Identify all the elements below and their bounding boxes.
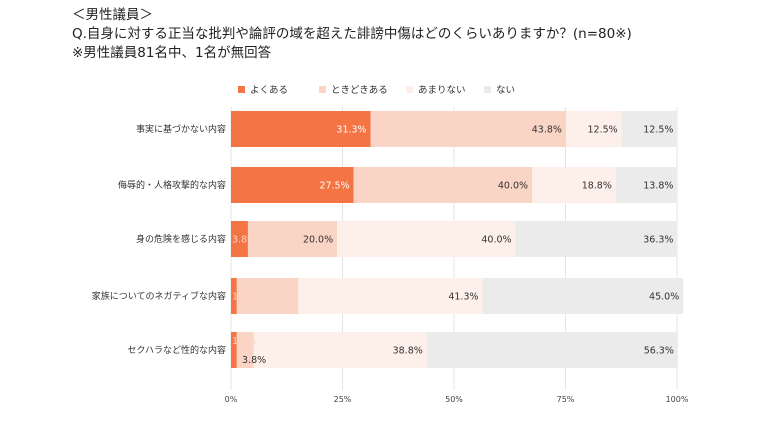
- legend-swatch: [319, 86, 326, 93]
- bar-segment: [298, 278, 483, 314]
- bar-segment: [426, 332, 678, 368]
- data-label: 38.8%: [393, 346, 423, 357]
- legend: よくある ときどきある あまりない ない: [238, 85, 515, 96]
- bar-segment: [236, 278, 299, 314]
- data-label: 41.3%: [448, 292, 478, 303]
- legend-swatch: [406, 86, 413, 93]
- category-labels: 事実に基づかない内容侮辱的・人格攻撃的な内容身の危険を感じる内容家族についてのネ…: [92, 123, 226, 356]
- bar-segment: [370, 111, 566, 147]
- x-tick-label: 75%: [557, 395, 575, 404]
- bar-segment: [247, 221, 338, 257]
- category-label: 身の危険を感じる内容: [136, 233, 226, 245]
- legend-swatch: [238, 86, 245, 93]
- category-label: 侮辱的・人格攻撃的な内容: [118, 179, 226, 191]
- bar-segment: [532, 167, 616, 203]
- bar-segment: [231, 278, 237, 314]
- data-label: 1.3%: [232, 336, 256, 347]
- bar-segment: [565, 111, 622, 147]
- x-axis-ticks: 0% 25% 50% 75% 100%: [225, 395, 689, 404]
- data-label: 45.0%: [649, 292, 679, 303]
- bar-segment: [621, 111, 678, 147]
- legend-label: あまりない: [418, 85, 466, 96]
- legend-swatch: [484, 86, 491, 93]
- x-tick-label: 0%: [225, 395, 238, 404]
- category-label: 事実に基づかない内容: [136, 123, 226, 135]
- bar-segment: [337, 221, 516, 257]
- bar-segment: [615, 167, 678, 203]
- bar-segment: [253, 332, 427, 368]
- bar-segment: [353, 167, 533, 203]
- data-label: 13.8%: [643, 181, 673, 192]
- legend-label: ない: [496, 85, 515, 96]
- data-labels: 31.3% 43.8% 12.5% 12.5% 27.5% 40.0% 18.8% 13.8%…: [232, 125, 679, 367]
- data-label: 40.0%: [481, 235, 511, 246]
- data-label: 18.8%: [582, 181, 612, 192]
- question-title: Q.自身に対する正当な批判や論評の域を超えた誹謗中傷はどのくらいありますか？(n…: [72, 26, 632, 42]
- bar-segment: [236, 332, 254, 368]
- category-label: 家族についてのネガティブな内容: [92, 290, 226, 302]
- data-label: 40.0%: [498, 181, 528, 192]
- header-group-label: ＜男性議員＞: [72, 7, 153, 23]
- x-tick-label: 25%: [334, 395, 352, 404]
- category-label: セクハラなど性的な内容: [127, 344, 226, 356]
- data-label: 20.0%: [303, 235, 333, 246]
- data-label: 12.5%: [588, 125, 618, 136]
- footnote: ※男性議員81名中、1名が無回答: [72, 45, 272, 61]
- data-label: 36.3%: [643, 235, 673, 246]
- legend-label: ときどきある: [331, 85, 388, 96]
- bar-segment: [482, 278, 684, 314]
- bar-segment: [231, 111, 371, 147]
- data-label: 3.8%: [232, 235, 256, 246]
- x-tick-label: 50%: [445, 395, 463, 404]
- bar-segment: [231, 167, 354, 203]
- data-label: 56.3%: [644, 346, 674, 357]
- legend-label: よくある: [250, 85, 288, 96]
- data-label: 31.3%: [336, 125, 366, 136]
- bars: [231, 111, 684, 368]
- data-label: 43.8%: [532, 125, 562, 136]
- bar-segment: [515, 221, 678, 257]
- x-tick-label: 100%: [666, 395, 689, 404]
- data-label: 3.8%: [242, 355, 266, 366]
- data-label: 1.3%: [232, 292, 256, 303]
- chart-header: ＜男性議員＞ Q.自身に対する正当な批判や論評の域を超えた誹謗中傷はどのくらいあ…: [72, 6, 632, 63]
- bar-segment: [231, 221, 248, 257]
- bar-segment: [231, 332, 237, 368]
- data-label: 12.5%: [643, 125, 673, 136]
- data-label: 27.5%: [319, 181, 349, 192]
